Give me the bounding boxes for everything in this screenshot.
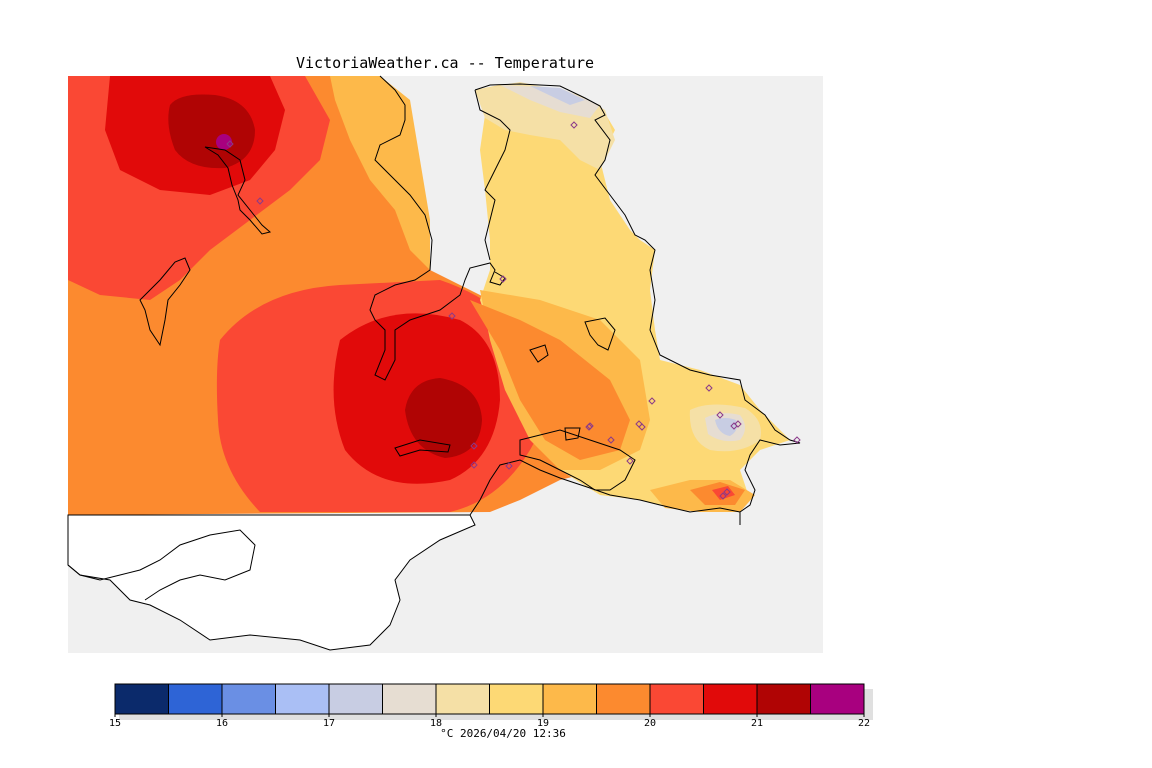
contour-21-5-central [405,378,482,458]
contour-22-hotspot [216,134,232,150]
legend-swatch [382,683,437,715]
unit-and-timestamp: °C 2026/04/20 12:36 [440,727,566,740]
mainland-east-coast [369,75,506,381]
station-marker [586,422,594,430]
southern-coast-land [67,514,476,651]
harbour-island [564,427,581,441]
legend-tick-label: 21 [751,718,763,729]
legend-tick-label: 19 [537,718,549,729]
south-shore-coast [469,459,741,516]
contour-21-5-northwest [168,94,255,169]
station-marker [716,411,724,419]
peninsula-17-5-southeast [715,418,738,436]
legend-tick-label: 22 [858,718,870,729]
peninsula-west-coast [474,83,801,525]
station-marker [470,442,478,450]
legend-swatch [703,683,758,715]
station-marker [570,121,578,129]
contour-19-band-north [330,76,430,270]
lake-east-2 [529,344,549,363]
legend-swatch [435,683,490,715]
legend-tick-label: 18 [430,718,442,729]
western-temperature-field [68,76,660,515]
station-marker [723,488,731,496]
southern-island-coast [67,529,256,601]
station-marker [719,492,727,500]
station-marker [499,275,507,283]
legend-swatch [489,683,544,715]
station-marker [448,312,456,320]
legend-swatches [114,683,865,715]
station-marker [505,462,513,470]
legend-swatch [810,683,865,715]
station-marker [626,457,634,465]
lake-west [139,257,191,347]
west-inlet-coast [204,146,272,235]
legend-ticks: 15 16 17 18 19 20 21 22 [109,714,870,729]
peninsula-20-band [470,300,630,460]
legend-swatch [168,683,223,715]
station-marker [607,436,615,444]
eastern-temperature-field [470,82,790,512]
legend-swatch [649,683,704,715]
station-marker [470,461,478,469]
legend-swatch [596,683,651,715]
legend-swatch [275,683,330,715]
southeast-harbour-coast [519,429,636,491]
legend-tick-label: 16 [216,718,228,729]
station-marker [638,423,646,431]
weather-stations [226,121,801,500]
station-marker [226,140,234,148]
lake-central [394,439,451,457]
legend-swatch [114,683,169,715]
station-marker [705,384,713,392]
peninsula-18-north [500,85,600,118]
lake-east-1 [584,317,616,351]
peninsula-inner-coast [474,89,511,261]
legend-tick-label: 20 [644,718,656,729]
legend-tick-label: 15 [109,718,121,729]
peninsula-17-5-north [530,86,585,105]
legend-swatch [756,683,811,715]
station-marker [648,397,656,405]
map-title: VictoriaWeather.ca -- Temperature [295,54,594,72]
station-marker [256,197,264,205]
legend-swatch [542,683,597,715]
legend-swatch [221,683,276,715]
coastlines [67,75,801,601]
station-marker [734,420,742,428]
station-marker [793,436,801,444]
legend-tick-label: 17 [323,718,335,729]
legend-swatch [328,683,383,715]
